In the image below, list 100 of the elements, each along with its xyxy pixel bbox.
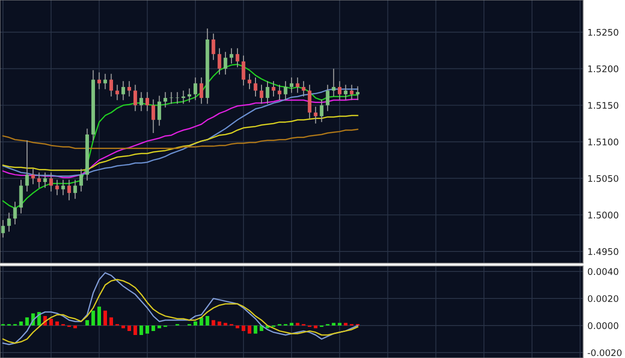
candlestick [19,179,23,214]
bar [145,326,150,334]
candlestick [97,72,101,90]
candlestick [73,179,77,200]
candlestick [272,80,276,97]
bar [194,321,198,326]
candlestick [224,51,228,76]
bar [254,326,258,334]
candlestick [308,84,312,119]
bar [290,322,294,326]
bar [19,321,23,326]
candlestick [248,73,252,90]
candlestick [109,73,114,97]
candlestick [13,201,17,225]
candlestick [170,92,174,104]
bar [224,322,228,326]
y-tick-label: 1.4950 [588,248,618,255]
candlestick [338,80,342,101]
candlestick [350,84,354,101]
candlestick [43,172,47,188]
bar [49,318,53,326]
candlestick [115,84,120,101]
bar [332,322,336,326]
bar [314,326,318,328]
line-series [2,114,358,171]
bar [158,326,162,328]
bar [127,326,132,331]
candlestick [67,179,71,201]
candlestick [242,55,246,86]
candlestick [296,76,300,94]
candlestick [133,84,138,112]
candlestick [151,98,156,134]
bar [236,326,240,328]
candlestick [200,76,204,104]
y-tick-label: 0.0020 [588,295,618,302]
candlestick [145,92,150,112]
candlestick [284,80,288,101]
bar [212,320,216,326]
bar [109,317,114,326]
bar [121,326,126,328]
y-tick-label: -0.0020 [588,349,622,356]
y-tick-label: 1.5000 [588,212,618,218]
bar [97,306,101,326]
bar [338,322,342,326]
candlestick [302,80,306,97]
candlestick [320,98,324,123]
candlestick [332,68,336,97]
candlestick [290,76,294,94]
candlestick [158,95,162,126]
candlestick [55,179,59,196]
candlestick [182,90,186,104]
candlestick [37,172,41,188]
bar [296,322,300,326]
bar [139,326,144,335]
bar [133,326,138,335]
candlestick [7,212,11,232]
candlestick [212,33,216,60]
candlestick [278,84,282,101]
y-tick-label: 1.5150 [588,102,618,109]
candlestick [176,92,180,104]
candlestick [260,84,264,104]
candlestick [49,172,53,192]
candlestick [61,179,65,196]
y-tick-label: 1.5250 [588,28,618,36]
candlestick [139,92,144,112]
bar [218,321,222,326]
candlestick [218,48,222,76]
y-tick-label: 1.5100 [588,138,618,146]
bar [91,310,95,326]
candlestick [25,140,29,192]
candlestick [236,48,240,68]
candlestick [127,80,132,97]
bar [151,326,156,331]
y-tick-label: 1.5200 [588,65,618,72]
candlestick [31,168,35,185]
candlestick [344,84,348,101]
y-tick-label: 1.5050 [588,175,618,182]
candlestick [121,80,126,101]
candlestick [79,168,83,192]
candlestick [230,48,234,64]
candlestick [314,106,318,124]
bar [25,317,29,326]
candlestick [266,80,270,104]
candlestick [103,73,108,90]
bar [85,320,89,326]
candlestick [326,84,330,112]
bar [344,322,348,326]
bar [206,316,210,326]
line-series [2,128,358,149]
bar [73,326,77,328]
bar [248,326,252,334]
y-tick-label: 0.0040 [588,268,618,275]
y-tick-label: 0.0000 [588,322,618,330]
candlestick [356,86,360,101]
candlestick [194,76,198,101]
bar [55,321,59,326]
bar [103,310,108,326]
bar [242,326,246,331]
candlestick [254,76,258,97]
candlestick [1,220,5,238]
